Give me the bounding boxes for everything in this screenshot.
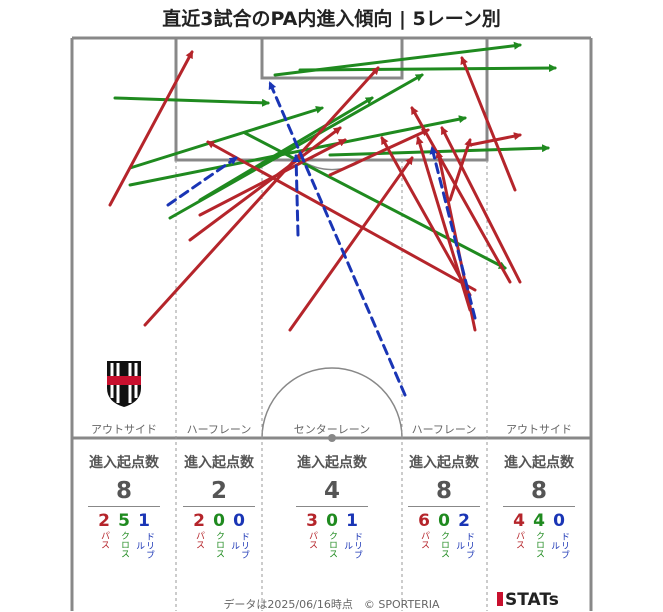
dribble-arrow-1 bbox=[166, 156, 238, 207]
pass-label: パス bbox=[514, 531, 524, 549]
cross-count: 5 bbox=[118, 511, 130, 531]
entry-count-header: 進入起点数 bbox=[184, 455, 254, 471]
data-date-footer: データは2025/06/16時点 © SPORTERIA bbox=[223, 598, 440, 611]
dribble-arrow-2 bbox=[292, 154, 301, 237]
dribble-label: ドリブル bbox=[549, 532, 569, 559]
pass-label: パス bbox=[307, 531, 317, 549]
cross-count: 0 bbox=[213, 511, 225, 531]
lane-stats-center: 進入起点数 4 3 パス 0 クロス 1 ドリブル bbox=[284, 440, 380, 590]
center-spot bbox=[328, 434, 336, 442]
pass-arrow-5 bbox=[288, 156, 414, 332]
cross-arrow-7 bbox=[243, 131, 507, 270]
cross-arrow-2 bbox=[128, 105, 324, 170]
lane-label-center: センターレーン bbox=[293, 423, 371, 436]
club-crest-icon bbox=[107, 361, 141, 407]
entry-count-header: 進入起点数 bbox=[297, 455, 367, 471]
dribble-count: 1 bbox=[138, 511, 150, 531]
pass-label: パス bbox=[194, 531, 204, 549]
lane-stats-left-halfspace: 進入起点数 2 2 パス 0 クロス 0 ドリブル bbox=[171, 440, 267, 590]
pass-arrow-4 bbox=[143, 66, 380, 327]
dribble-label: ドリブル bbox=[229, 532, 249, 559]
center-circle bbox=[261, 367, 403, 439]
pass-count: 3 bbox=[306, 511, 318, 531]
cross-count: 4 bbox=[533, 511, 545, 531]
dribble-count: 2 bbox=[458, 511, 470, 531]
lane-label-left-halfspace: ハーフレーン bbox=[186, 423, 252, 436]
lane-stats-left-outside: 進入起点数 8 2 パス 5 クロス 1 ドリブル bbox=[76, 440, 172, 590]
pass-arrow-2 bbox=[188, 126, 342, 242]
pass-count: 4 bbox=[513, 511, 525, 531]
cross-arrow-1 bbox=[113, 96, 270, 107]
cross-label: クロス bbox=[439, 531, 449, 558]
cross-label: クロス bbox=[119, 531, 129, 558]
lane-stats-right-halfspace: 進入起点数 8 6 パス 0 クロス 2 ドリブル bbox=[396, 440, 492, 590]
dribble-count: 0 bbox=[553, 511, 565, 531]
pass-arrow-6 bbox=[328, 128, 430, 177]
entry-count-header: 進入起点数 bbox=[504, 455, 574, 471]
pass-label: パス bbox=[99, 531, 109, 549]
dribble-label: ドリブル bbox=[134, 532, 154, 559]
cross-label: クロス bbox=[534, 531, 544, 558]
cross-count: 0 bbox=[326, 511, 338, 531]
entry-count-total: 8 bbox=[88, 478, 160, 507]
pass-arrow-8 bbox=[410, 106, 512, 284]
pass-arrow-15 bbox=[206, 140, 477, 292]
dribble-arrow-4 bbox=[429, 146, 477, 320]
brand-mark-icon bbox=[497, 592, 503, 606]
cross-arrow-8 bbox=[298, 64, 557, 73]
pass-arrow-13 bbox=[460, 56, 517, 192]
dribble-label: ドリブル bbox=[342, 532, 362, 559]
entry-count-header: 進入起点数 bbox=[409, 455, 479, 471]
arrow-layer bbox=[108, 41, 557, 397]
entry-count-total: 4 bbox=[296, 478, 368, 507]
pass-count: 6 bbox=[418, 511, 430, 531]
cross-arrow-5 bbox=[198, 96, 374, 202]
entry-count-total: 8 bbox=[408, 478, 480, 507]
cross-label: クロス bbox=[214, 531, 224, 558]
dribble-arrow-3 bbox=[268, 81, 407, 397]
pass-arrow-14 bbox=[468, 132, 522, 147]
lane-label-right-halfspace: ハーフレーン bbox=[411, 423, 477, 436]
lane-stats-right-outside: 進入起点数 8 4 パス 4 クロス 0 ドリブル bbox=[491, 440, 587, 590]
pass-arrow-10 bbox=[448, 138, 472, 202]
dribble-count: 1 bbox=[346, 511, 358, 531]
entry-count-header: 進入起点数 bbox=[89, 455, 159, 471]
pass-count: 2 bbox=[193, 511, 205, 531]
lane-label-left-outside: アウトサイド bbox=[91, 423, 157, 436]
pass-arrow-9 bbox=[440, 126, 522, 284]
cross-arrow-4 bbox=[128, 115, 467, 187]
pass-count: 2 bbox=[98, 511, 110, 531]
cross-count: 0 bbox=[438, 511, 450, 531]
pass-arrow-1 bbox=[108, 50, 194, 207]
lane-label-right-outside: アウトサイド bbox=[506, 423, 572, 436]
stats-brand-logo: STATs bbox=[497, 590, 559, 610]
pass-label: パス bbox=[419, 531, 429, 549]
entry-count-total: 8 bbox=[503, 478, 575, 507]
pass-arrow-7 bbox=[380, 136, 472, 297]
entry-count-total: 2 bbox=[183, 478, 255, 507]
chart-title: 直近3試合のPA内進入傾向 | 5レーン別 bbox=[162, 8, 501, 30]
dribble-count: 0 bbox=[233, 511, 245, 531]
brand-text: STATs bbox=[505, 590, 559, 610]
cross-label: クロス bbox=[327, 531, 337, 558]
dribble-label: ドリブル bbox=[454, 532, 474, 559]
